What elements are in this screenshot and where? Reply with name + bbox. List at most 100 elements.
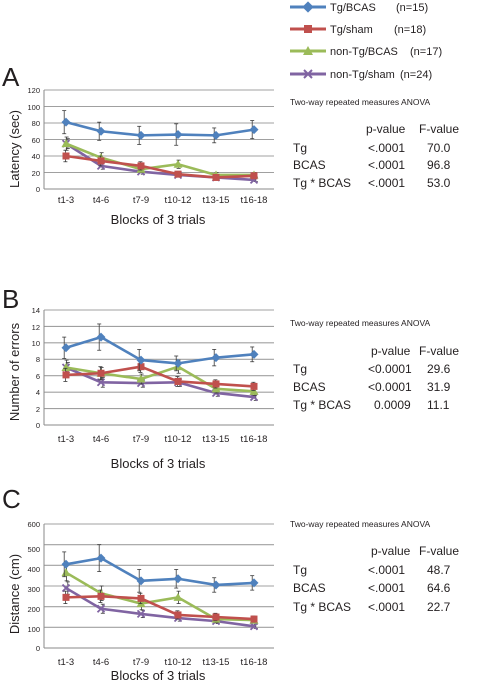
anova-a-p: <.0001: [368, 158, 405, 172]
panel-a-xtick: t16-18: [241, 195, 268, 206]
anova-a-title: Two-way repeated measures ANOVA: [290, 97, 430, 107]
data-point: [137, 162, 145, 170]
data-point: [174, 170, 182, 178]
series-tg-bcas: [61, 544, 259, 593]
anova-c-p: <.0001: [368, 581, 405, 595]
data-point: [61, 117, 71, 127]
anova-b-p: 0.0009: [374, 398, 411, 412]
anova-b-term: Tg: [293, 362, 307, 376]
panel-b-xticks: t1-3 t4-6 t7-9 t10-12 t13-15 t16-18: [58, 434, 268, 445]
data-point: [173, 130, 183, 140]
data-point: [250, 382, 258, 390]
anova-c-f: 22.7: [427, 600, 451, 614]
legend-n-4: (n=24): [400, 69, 432, 81]
panel-c-ytick: 500: [27, 545, 40, 554]
panel-c-plot: [43, 523, 274, 649]
data-point: [96, 332, 106, 342]
panel-c-yticks: 0 100 200 300 400 500 600: [27, 520, 40, 653]
panel-b-ytick: 14: [32, 306, 40, 315]
anova-c-p: <.0001: [368, 600, 405, 614]
panel-b-ylabel: Number of errors: [7, 322, 22, 421]
panel-a-ytick: 100: [27, 103, 40, 112]
series-tg-sham: [62, 360, 258, 391]
panel-a-ytick: 60: [32, 136, 40, 145]
panel-c-xticks: t1-3 t4-6 t7-9 t10-12 t13-15 t16-18: [58, 657, 268, 668]
series-tg-bcas: [61, 110, 259, 146]
anova-a-f: 96.8: [427, 158, 451, 172]
series-line: [65, 365, 255, 388]
data-point: [211, 580, 221, 590]
anova-c-term: Tg * BCAS: [293, 600, 351, 614]
panel-a-xtick: t7-9: [133, 195, 149, 206]
legend-label-4: non-Tg/sham: [330, 69, 395, 81]
panel-a-plot: [43, 89, 274, 190]
series-line: [65, 571, 255, 622]
anova-a-term: Tg: [293, 141, 307, 155]
series-tg-sham: [62, 149, 258, 181]
panel-c-anova: Two-way repeated measures ANOVA p-value …: [290, 519, 459, 614]
series-non-tg-sham: [61, 362, 259, 402]
data-point: [62, 371, 70, 379]
anova-a-header-p: p-value: [366, 122, 406, 136]
series-line: [65, 586, 255, 628]
anova-a-header-f: F-value: [419, 122, 459, 136]
legend-label-3: non-Tg/BCAS: [330, 46, 398, 58]
data-point: [249, 622, 259, 631]
panel-b-ytick: 10: [32, 339, 40, 348]
data-point: [249, 349, 259, 359]
panel-a-ytick: 80: [32, 119, 40, 128]
panel-c-xtick: t16-18: [241, 657, 268, 668]
anova-c-term: BCAS: [293, 581, 326, 595]
panel-b-xtick: t1-3: [58, 434, 74, 445]
panel-a-yticks: 0 20 40 60 80 100 120: [27, 86, 40, 194]
series-tg-sham: [62, 589, 258, 623]
panel-a-xtick: t4-6: [93, 195, 109, 206]
anova-b-p: <0.0001: [368, 362, 412, 376]
panel-a-xticks: t1-3 t4-6 t7-9 t10-12 t13-15 t16-18: [58, 195, 268, 206]
anova-b-p: <0.0001: [368, 380, 412, 394]
panel-a-anova: Two-way repeated measures ANOVA p-value …: [290, 97, 459, 190]
anova-c-p: <.0001: [368, 563, 405, 577]
panel-a-xlabel: Blocks of 3 trials: [111, 212, 206, 227]
panel-b-ytick: 0: [36, 421, 40, 430]
data-point: [62, 593, 70, 601]
panel-c-ytick: 600: [27, 520, 40, 529]
anova-b-term: BCAS: [293, 380, 326, 394]
data-point: [62, 152, 70, 160]
data-point: [61, 568, 71, 577]
series-line: [65, 120, 255, 137]
panel-b-plot: [43, 309, 274, 426]
panel-b-ytick: 12: [32, 323, 40, 332]
legend-entry-2: Tg/sham (n=18): [290, 24, 426, 36]
panel-c-xlabel: Blocks of 3 trials: [111, 668, 206, 681]
panel-c-xtick: t4-6: [93, 657, 109, 668]
data-point: [249, 125, 259, 135]
panel-c-ytick: 0: [36, 644, 40, 653]
anova-c-header-f: F-value: [419, 544, 459, 558]
data-point: [249, 578, 259, 588]
panel-b-xtick: t4-6: [93, 434, 109, 445]
panel-c-xtick: t10-12: [165, 657, 192, 668]
panel-c-letter: C: [2, 484, 21, 514]
panel-b-ytick: 8: [36, 355, 40, 364]
data-point: [96, 604, 106, 613]
panel-b-ytick: 6: [36, 372, 40, 381]
panel-b-anova: Two-way repeated measures ANOVA p-value …: [290, 318, 459, 412]
panel-a-xtick: t10-12: [165, 195, 192, 206]
panel-c-xtick: t7-9: [133, 657, 149, 668]
panel-c-ytick: 200: [27, 605, 40, 614]
data-point: [136, 576, 146, 586]
data-point: [96, 553, 106, 563]
data-point: [61, 343, 71, 353]
panel-a-xtick: t13-15: [203, 195, 230, 206]
panel-a-letter: A: [2, 62, 20, 92]
anova-b-header-p: p-value: [371, 344, 411, 358]
series-line: [65, 142, 254, 177]
anova-c-term: Tg: [293, 563, 307, 577]
data-point: [136, 609, 146, 619]
data-point: [173, 358, 183, 368]
panel-b-xtick: t16-18: [241, 434, 268, 445]
panel-c-ytick: 100: [27, 625, 40, 634]
legend-entry-1: Tg/BCAS (n=15): [290, 1, 428, 14]
